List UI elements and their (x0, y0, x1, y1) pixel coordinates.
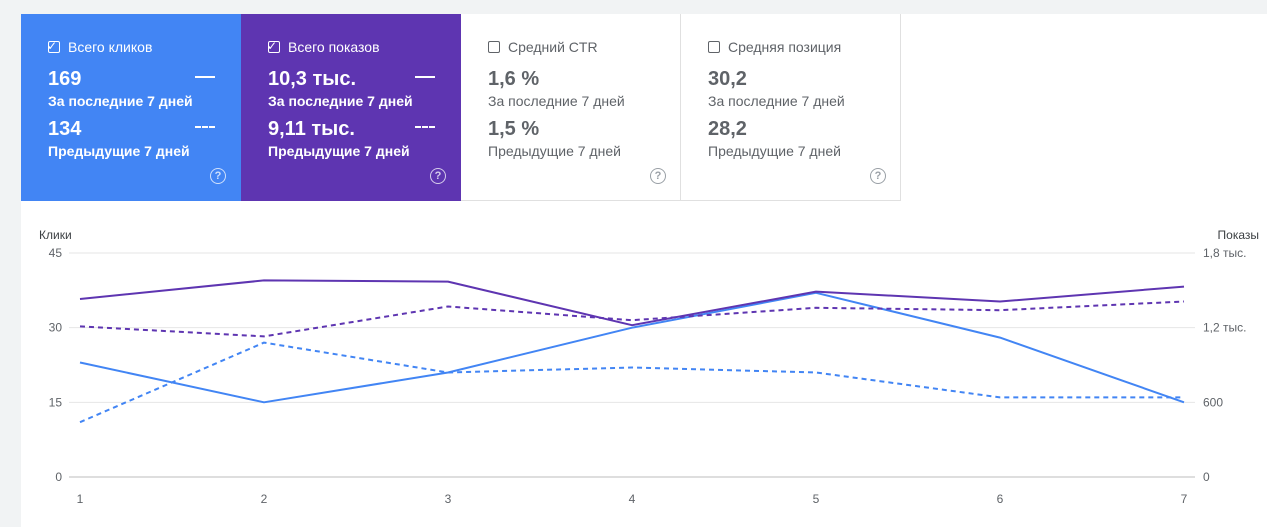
right-axis-ticks: 0 600 1,2 тыс. 1,8 тыс. (1203, 246, 1246, 484)
performance-panel: ✓ Всего кликов 169 За последние 7 дней 1… (21, 14, 1267, 527)
x-tick-label: 3 (445, 492, 452, 506)
left-tick-label: 30 (49, 321, 63, 335)
right-tick-label: 1,2 тыс. (1203, 321, 1246, 335)
right-axis-title: Показы (1218, 228, 1259, 242)
metric-card-position[interactable]: Средняя позиция 30,2 За последние 7 дней… (681, 14, 901, 201)
current-value: 30,2 (708, 68, 747, 90)
checkbox-unchecked-icon[interactable] (708, 41, 720, 53)
left-tick-label: 45 (49, 246, 63, 260)
question-circle-icon[interactable]: ? (210, 168, 226, 184)
left-axis-ticks: 0 15 30 45 (49, 246, 63, 484)
metric-cards: ✓ Всего кликов 169 За последние 7 дней 1… (21, 14, 901, 201)
x-tick-label: 1 (77, 492, 84, 506)
metric-label: Всего показов (288, 39, 380, 55)
metric-card-header[interactable]: ✓ Всего показов (267, 39, 380, 55)
metric-label: Средняя позиция (728, 39, 842, 55)
left-axis-title: Клики (39, 228, 72, 242)
previous-value: 9,11 тыс. (268, 118, 355, 140)
metric-card-header[interactable]: Средний CTR (488, 39, 598, 55)
right-tick-label: 600 (1203, 395, 1223, 409)
previous-value: 1,5 % (488, 118, 540, 140)
current-period: За последние 7 дней (488, 93, 625, 109)
metric-label: Всего кликов (68, 39, 153, 55)
x-tick-label: 6 (997, 492, 1004, 506)
chart-series (79, 279, 1185, 424)
metric-card-header[interactable]: Средняя позиция (708, 39, 841, 55)
current-period: За последние 7 дней (268, 93, 413, 109)
checkbox-checked-icon[interactable]: ✓ (267, 39, 280, 53)
metric-card-clicks[interactable]: ✓ Всего кликов 169 За последние 7 дней 1… (21, 14, 241, 201)
right-tick-label: 1,8 тыс. (1203, 246, 1246, 260)
series-line-impressions-dashed (79, 300, 1185, 338)
metric-label: Средний CTR (508, 39, 598, 55)
previous-period: Предыдущие 7 дней (488, 143, 621, 159)
x-tick-label: 5 (813, 492, 820, 506)
previous-period: Предыдущие 7 дней (708, 143, 841, 159)
left-tick-label: 15 (49, 395, 63, 409)
previous-value: 134 (48, 118, 82, 140)
dashed-line-legend-icon (195, 126, 215, 128)
previous-period: Предыдущие 7 дней (268, 143, 410, 159)
question-circle-icon[interactable]: ? (650, 168, 666, 184)
previous-value: 28,2 (708, 118, 747, 140)
x-tick-label: 7 (1181, 492, 1188, 506)
metric-card-impressions[interactable]: ✓ Всего показов 10,3 тыс. За последние 7… (241, 14, 461, 201)
current-value: 10,3 тыс. (268, 68, 357, 90)
chart-grid (69, 252, 1195, 478)
checkbox-checked-icon[interactable]: ✓ (47, 39, 60, 53)
dashed-line-legend-icon (415, 126, 435, 128)
solid-line-legend-icon (415, 76, 435, 78)
metric-card-header[interactable]: ✓ Всего кликов (47, 39, 153, 55)
checkbox-unchecked-icon[interactable] (488, 41, 500, 53)
current-value: 1,6 % (488, 68, 540, 90)
current-period: За последние 7 дней (48, 93, 193, 109)
x-axis-ticks: 1 2 3 4 5 6 7 (77, 492, 1188, 506)
x-tick-label: 4 (629, 492, 636, 506)
series-line-clicks-solid (79, 291, 1185, 404)
left-tick-label: 0 (55, 470, 62, 484)
current-period: За последние 7 дней (708, 93, 845, 109)
series-line-impressions-solid (79, 279, 1185, 327)
x-tick-label: 2 (261, 492, 268, 506)
current-value: 169 (48, 68, 82, 90)
series-line-clicks-dashed (79, 341, 1184, 424)
previous-period: Предыдущие 7 дней (48, 143, 190, 159)
question-circle-icon[interactable]: ? (430, 168, 446, 184)
metric-card-ctr[interactable]: Средний CTR 1,6 % За последние 7 дней 1,… (461, 14, 681, 201)
solid-line-legend-icon (195, 76, 215, 78)
question-circle-icon[interactable]: ? (870, 168, 886, 184)
right-tick-label: 0 (1203, 470, 1210, 484)
